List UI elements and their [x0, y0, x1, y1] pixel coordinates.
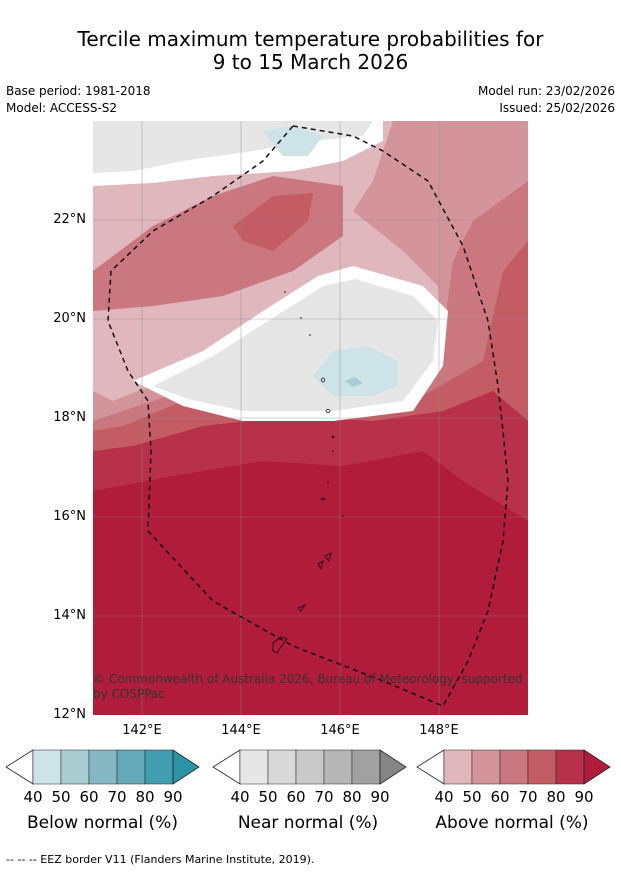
above-tick-70: 70	[518, 788, 538, 806]
below-tick-70: 70	[107, 788, 127, 806]
issued-date: Issued: 25/02/2026	[499, 101, 615, 115]
central-below-normal	[313, 346, 398, 396]
below-tick-50: 50	[51, 788, 71, 806]
near-tick-70: 70	[314, 788, 334, 806]
below-tick-40: 40	[23, 788, 43, 806]
below-swatch-1	[60, 749, 90, 785]
copyright-credit: © Commonwealth of Australia 2026, Bureau…	[93, 672, 523, 701]
eez-border	[107, 125, 509, 707]
eez-footnote: -- -- -- EEZ border V11 (Flanders Marine…	[6, 853, 315, 866]
colorbar-above	[412, 748, 612, 788]
map-svg	[93, 121, 528, 715]
above-swatch-4	[555, 749, 585, 785]
near-swatch-4	[351, 749, 381, 785]
above-tick-80: 80	[546, 788, 566, 806]
above-swatch-5	[583, 749, 611, 785]
lon-label-142: 142°E	[122, 723, 162, 738]
colorbar-near-svg	[212, 749, 407, 785]
colorbar-below-svg	[5, 749, 200, 785]
lat-label-18: 18°N	[53, 410, 86, 425]
colorbar-above-svg	[416, 749, 611, 785]
model-name: Model: ACCESS-S2	[6, 101, 118, 115]
near-tick-60: 60	[286, 788, 306, 806]
north-hotspot	[233, 193, 313, 251]
near-swatch-5	[379, 749, 407, 785]
lat-label-16: 16°N	[53, 509, 86, 524]
near-tick-40: 40	[230, 788, 250, 806]
below-tick-80: 80	[135, 788, 155, 806]
below-swatch-3	[116, 749, 146, 785]
below-tick-90: 90	[163, 788, 183, 806]
lat-label-12: 12°N	[53, 707, 86, 722]
map-title: Tercile maximum temperature probabilitie…	[0, 28, 621, 74]
lon-label-144: 144°E	[221, 723, 261, 738]
above-swatch-2	[499, 749, 529, 785]
lon-label-148: 148°E	[419, 723, 459, 738]
title-line-1: Tercile maximum temperature probabilitie…	[77, 27, 544, 51]
lat-label-22: 22°N	[53, 212, 86, 227]
lat-label-20: 20°N	[53, 311, 86, 326]
colorbar-near	[208, 748, 408, 788]
lat-label-14: 14°N	[53, 608, 86, 623]
below-swatch-4	[144, 749, 174, 785]
below-swatch-2	[88, 749, 118, 785]
near-swatch-1	[267, 749, 297, 785]
model-run: Model run: 23/02/2026	[477, 84, 615, 98]
above-tick-40: 40	[434, 788, 454, 806]
below-swatch-5	[172, 749, 200, 785]
central-below-core	[345, 377, 363, 387]
legend-label-above: Above normal (%)	[435, 813, 589, 833]
near-swatch-3	[323, 749, 353, 785]
above-swatch-1	[471, 749, 501, 785]
lon-label-146: 146°E	[320, 723, 360, 738]
below-tick-60: 60	[79, 788, 99, 806]
near-swatch-2	[295, 749, 325, 785]
near-swatch-0	[239, 749, 269, 785]
near-tick-90: 90	[370, 788, 390, 806]
small-islets	[284, 291, 344, 517]
above-swatch-3	[527, 749, 557, 785]
above-swatch-0	[443, 749, 473, 785]
colorbar-below	[5, 748, 200, 788]
probability-map	[93, 121, 528, 715]
title-line-2: 9 to 15 March 2026	[212, 50, 409, 74]
top-below-normal	[263, 126, 323, 156]
below-swatch-0	[32, 749, 62, 785]
above-tick-50: 50	[462, 788, 482, 806]
base-period: Base period: 1981-2018	[6, 84, 151, 98]
islands	[272, 377, 335, 654]
near-tick-50: 50	[258, 788, 278, 806]
near-tick-80: 80	[342, 788, 362, 806]
above-tick-90: 90	[574, 788, 594, 806]
legend-label-near: Near normal (%)	[237, 813, 379, 833]
above-tick-60: 60	[490, 788, 510, 806]
legend-label-below: Below normal (%)	[27, 813, 178, 833]
